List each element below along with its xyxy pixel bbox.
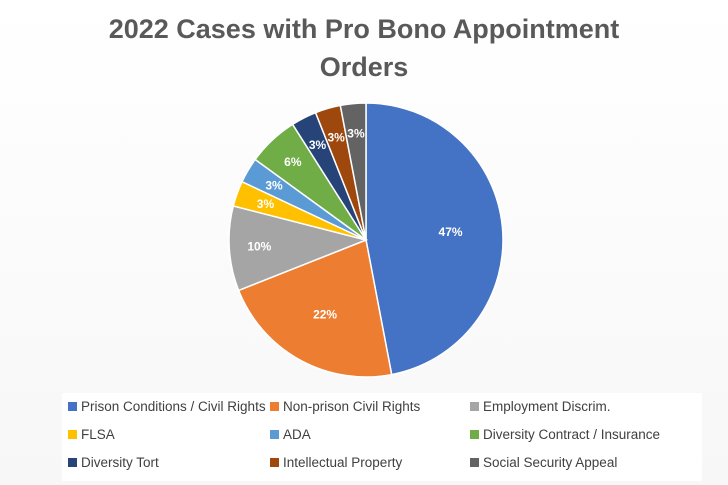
legend-swatch [270, 402, 279, 411]
legend-label: Prison Conditions / Civil Rights [81, 399, 266, 414]
legend-label: Diversity Tort [81, 455, 159, 470]
chart-title: 2022 Cases with Pro Bono Appointment Ord… [0, 10, 728, 86]
legend-item-non-prison-civil-rights: Non-prison Civil Rights [270, 399, 420, 414]
data-label-social-security-appeal: 3% [347, 127, 365, 141]
legend-item-prison-conditions-civil-rights: Prison Conditions / Civil Rights [68, 399, 266, 414]
pie-slice-social-security-appeal [339, 102, 367, 241]
legend-item-flsa: FLSA [68, 427, 115, 442]
legend: Prison Conditions / Civil Rights Non-pris… [62, 393, 702, 481]
pie-slice-prison-conditions-civil-rights [365, 102, 504, 376]
pie-slice-employment-discrim [228, 205, 369, 292]
legend-swatch [68, 402, 77, 411]
legend-label: ADA [283, 427, 311, 442]
data-label-prison-conditions-civil-rights: 47% [439, 225, 463, 239]
legend-item-intellectual-property: Intellectual Property [270, 455, 402, 470]
data-label-intellectual-property: 3% [328, 130, 346, 144]
legend-swatch [270, 458, 279, 467]
pie-slice-non-prison-civil-rights [237, 238, 393, 378]
legend-label: FLSA [81, 427, 115, 442]
legend-label: Employment Discrim. [483, 399, 611, 414]
legend-label: Intellectual Property [283, 455, 403, 470]
legend-swatch [470, 402, 479, 411]
legend-item-employment-discrim: Employment Discrim. [470, 399, 611, 414]
legend-swatch [68, 458, 77, 467]
data-label-non-prison-civil-rights: 22% [313, 307, 337, 321]
legend-label: Social Security Appeal [483, 455, 618, 470]
data-label-flsa: 3% [257, 197, 275, 211]
data-label-ada: 3% [265, 179, 283, 193]
legend-item-diversity-tort: Diversity Tort [68, 455, 159, 470]
chart-title-line-1: 2022 Cases with Pro Bono Appointment [108, 14, 620, 44]
legend-swatch [270, 430, 279, 439]
pie-data-labels: 47%22%10%3%3%6%3%3% 3% [247, 127, 463, 322]
pie-slices [228, 102, 504, 378]
data-label-diversity-contract-insurance: 6% [284, 155, 302, 169]
legend-item-ada: ADA [270, 427, 311, 442]
legend-label: Diversity Contract / Insurance [483, 427, 661, 442]
chart-title-line-2: Orders [319, 52, 409, 82]
legend-swatch [470, 458, 479, 467]
data-label-diversity-tort: 3% [309, 138, 327, 152]
legend-label: Non-prison Civil Rights [283, 399, 421, 414]
legend-item-diversity-contract-insurance: Diversity Contract / Insurance [470, 427, 660, 442]
legend-swatch [470, 430, 479, 439]
data-label-employment-discrim: 10% [247, 240, 271, 254]
legend-item-social-security-appeal: Social Security Appeal [470, 455, 617, 470]
legend-swatch [68, 430, 77, 439]
